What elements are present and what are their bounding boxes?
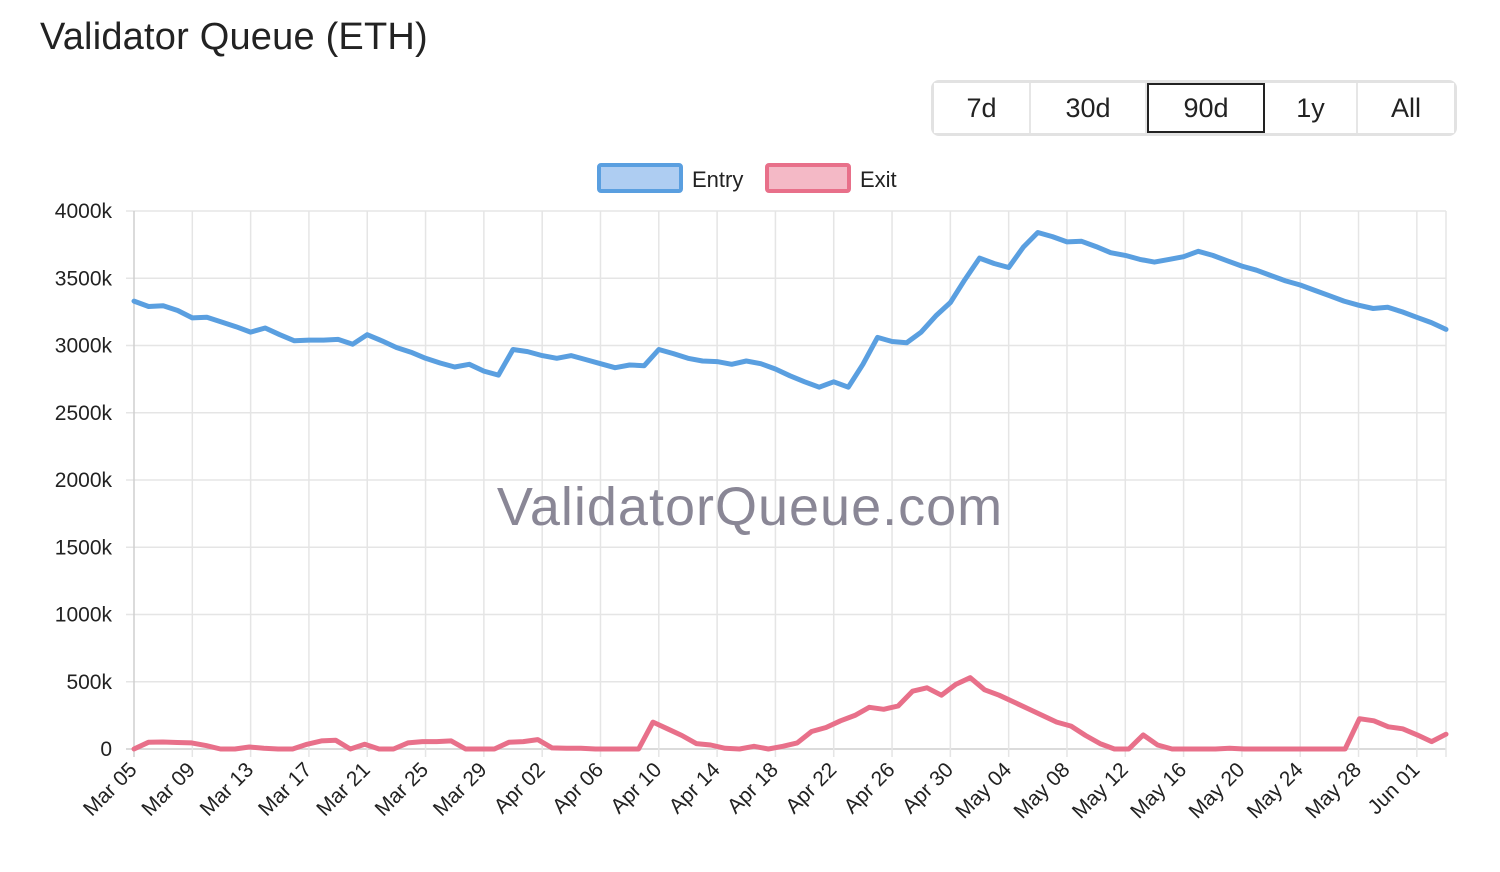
x-tick-label: Mar 25 xyxy=(371,758,433,820)
x-tick-label: Mar 29 xyxy=(429,758,491,820)
legend-swatch-exit xyxy=(765,163,851,193)
x-tick-label: Jun 01 xyxy=(1364,758,1425,819)
y-tick-label: 2500k xyxy=(55,402,113,425)
x-tick-label: Apr 30 xyxy=(898,758,958,818)
x-tick-label: Mar 13 xyxy=(196,758,258,820)
legend-label-entry: Entry xyxy=(692,167,743,192)
watermark: ValidatorQueue.com xyxy=(497,477,1003,537)
series-line-exit xyxy=(131,675,1449,752)
legend-item-entry[interactable]: Entry xyxy=(597,163,743,193)
x-tick-label: Mar 17 xyxy=(254,758,316,820)
x-tick-label: Apr 10 xyxy=(606,758,666,818)
x-tick-label: Apr 22 xyxy=(781,758,841,818)
y-tick-label: 3500k xyxy=(55,267,113,290)
x-tick-label: Apr 02 xyxy=(490,758,550,818)
legend-item-exit[interactable]: Exit xyxy=(765,163,897,193)
x-tick-label: Mar 21 xyxy=(312,758,374,820)
chart-grid xyxy=(126,210,1447,757)
series-line-entry xyxy=(131,230,1449,390)
y-tick-label: 3000k xyxy=(55,335,113,358)
legend-label-exit: Exit xyxy=(860,167,897,192)
y-tick-label: 4000k xyxy=(55,200,113,223)
range-button-90d[interactable]: 90d xyxy=(1147,83,1265,133)
y-tick-label: 0 xyxy=(100,738,112,761)
x-tick-label: Apr 26 xyxy=(840,758,900,818)
x-tick-label: May 12 xyxy=(1068,758,1133,823)
time-range-selector: 7d 30d 90d 1y All xyxy=(931,80,1457,136)
chart-series xyxy=(131,230,1449,752)
x-tick-label: May 16 xyxy=(1126,758,1191,823)
page-title: Validator Queue (ETH) xyxy=(40,16,428,58)
x-tick-label: May 08 xyxy=(1010,758,1075,823)
range-button-all[interactable]: All xyxy=(1358,83,1454,133)
y-tick-label: 500k xyxy=(66,671,112,694)
x-tick-label: May 24 xyxy=(1243,758,1308,823)
range-button-7d[interactable]: 7d xyxy=(934,83,1031,133)
x-tick-label: May 28 xyxy=(1301,758,1366,823)
queue-line-chart: Entry Exit 0 500k 1000k 1500k 2000k 2500k 3000… xyxy=(55,163,1449,823)
x-tick-label: May 20 xyxy=(1184,758,1249,823)
x-tick-label: Apr 18 xyxy=(723,758,783,818)
x-tick-label: Apr 06 xyxy=(548,758,608,818)
range-button-1y[interactable]: 1y xyxy=(1265,83,1358,133)
x-tick-label: Mar 05 xyxy=(79,758,141,820)
range-button-30d[interactable]: 30d xyxy=(1031,83,1147,133)
x-tick-label: Apr 14 xyxy=(665,758,725,818)
chart-legend: Entry Exit xyxy=(597,163,897,193)
legend-swatch-entry xyxy=(597,163,683,193)
y-tick-label: 1500k xyxy=(55,536,113,559)
y-axis-ticks: 0 500k 1000k 1500k 2000k 2500k 3000k 3500k 4000k xyxy=(55,200,113,761)
y-tick-label: 2000k xyxy=(55,469,113,492)
x-tick-label: May 04 xyxy=(951,758,1016,823)
x-tick-label: Mar 09 xyxy=(137,758,199,820)
y-tick-label: 1000k xyxy=(55,604,113,627)
